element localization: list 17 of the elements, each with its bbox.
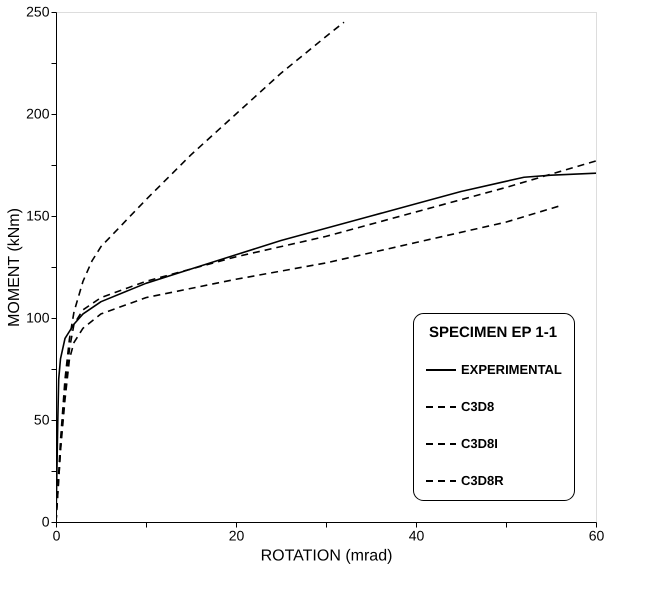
legend-label: EXPERIMENTAL [461, 362, 562, 377]
y-tick-label: 150 [26, 208, 50, 224]
y-tick-label: 100 [26, 310, 50, 326]
y-tick-label: 0 [42, 514, 50, 530]
x-tick-label: 40 [408, 528, 424, 544]
y-axis-title: MOMENT (kNm) [6, 208, 24, 327]
x-tick-label: 20 [228, 528, 244, 544]
y-tick-label: 250 [26, 4, 50, 20]
legend-label: C3D8R [461, 473, 504, 488]
x-tick-label: 60 [588, 528, 604, 544]
legend-label: C3D8 [461, 399, 494, 414]
legend-label: C3D8I [461, 436, 498, 451]
x-axis-title: ROTATION (mrad) [260, 548, 392, 564]
x-tick-label: 0 [52, 528, 61, 544]
y-tick-label: 50 [34, 412, 50, 428]
legend-title: SPECIMEN EP 1-1 [428, 324, 558, 341]
y-tick-label: 200 [26, 106, 50, 122]
